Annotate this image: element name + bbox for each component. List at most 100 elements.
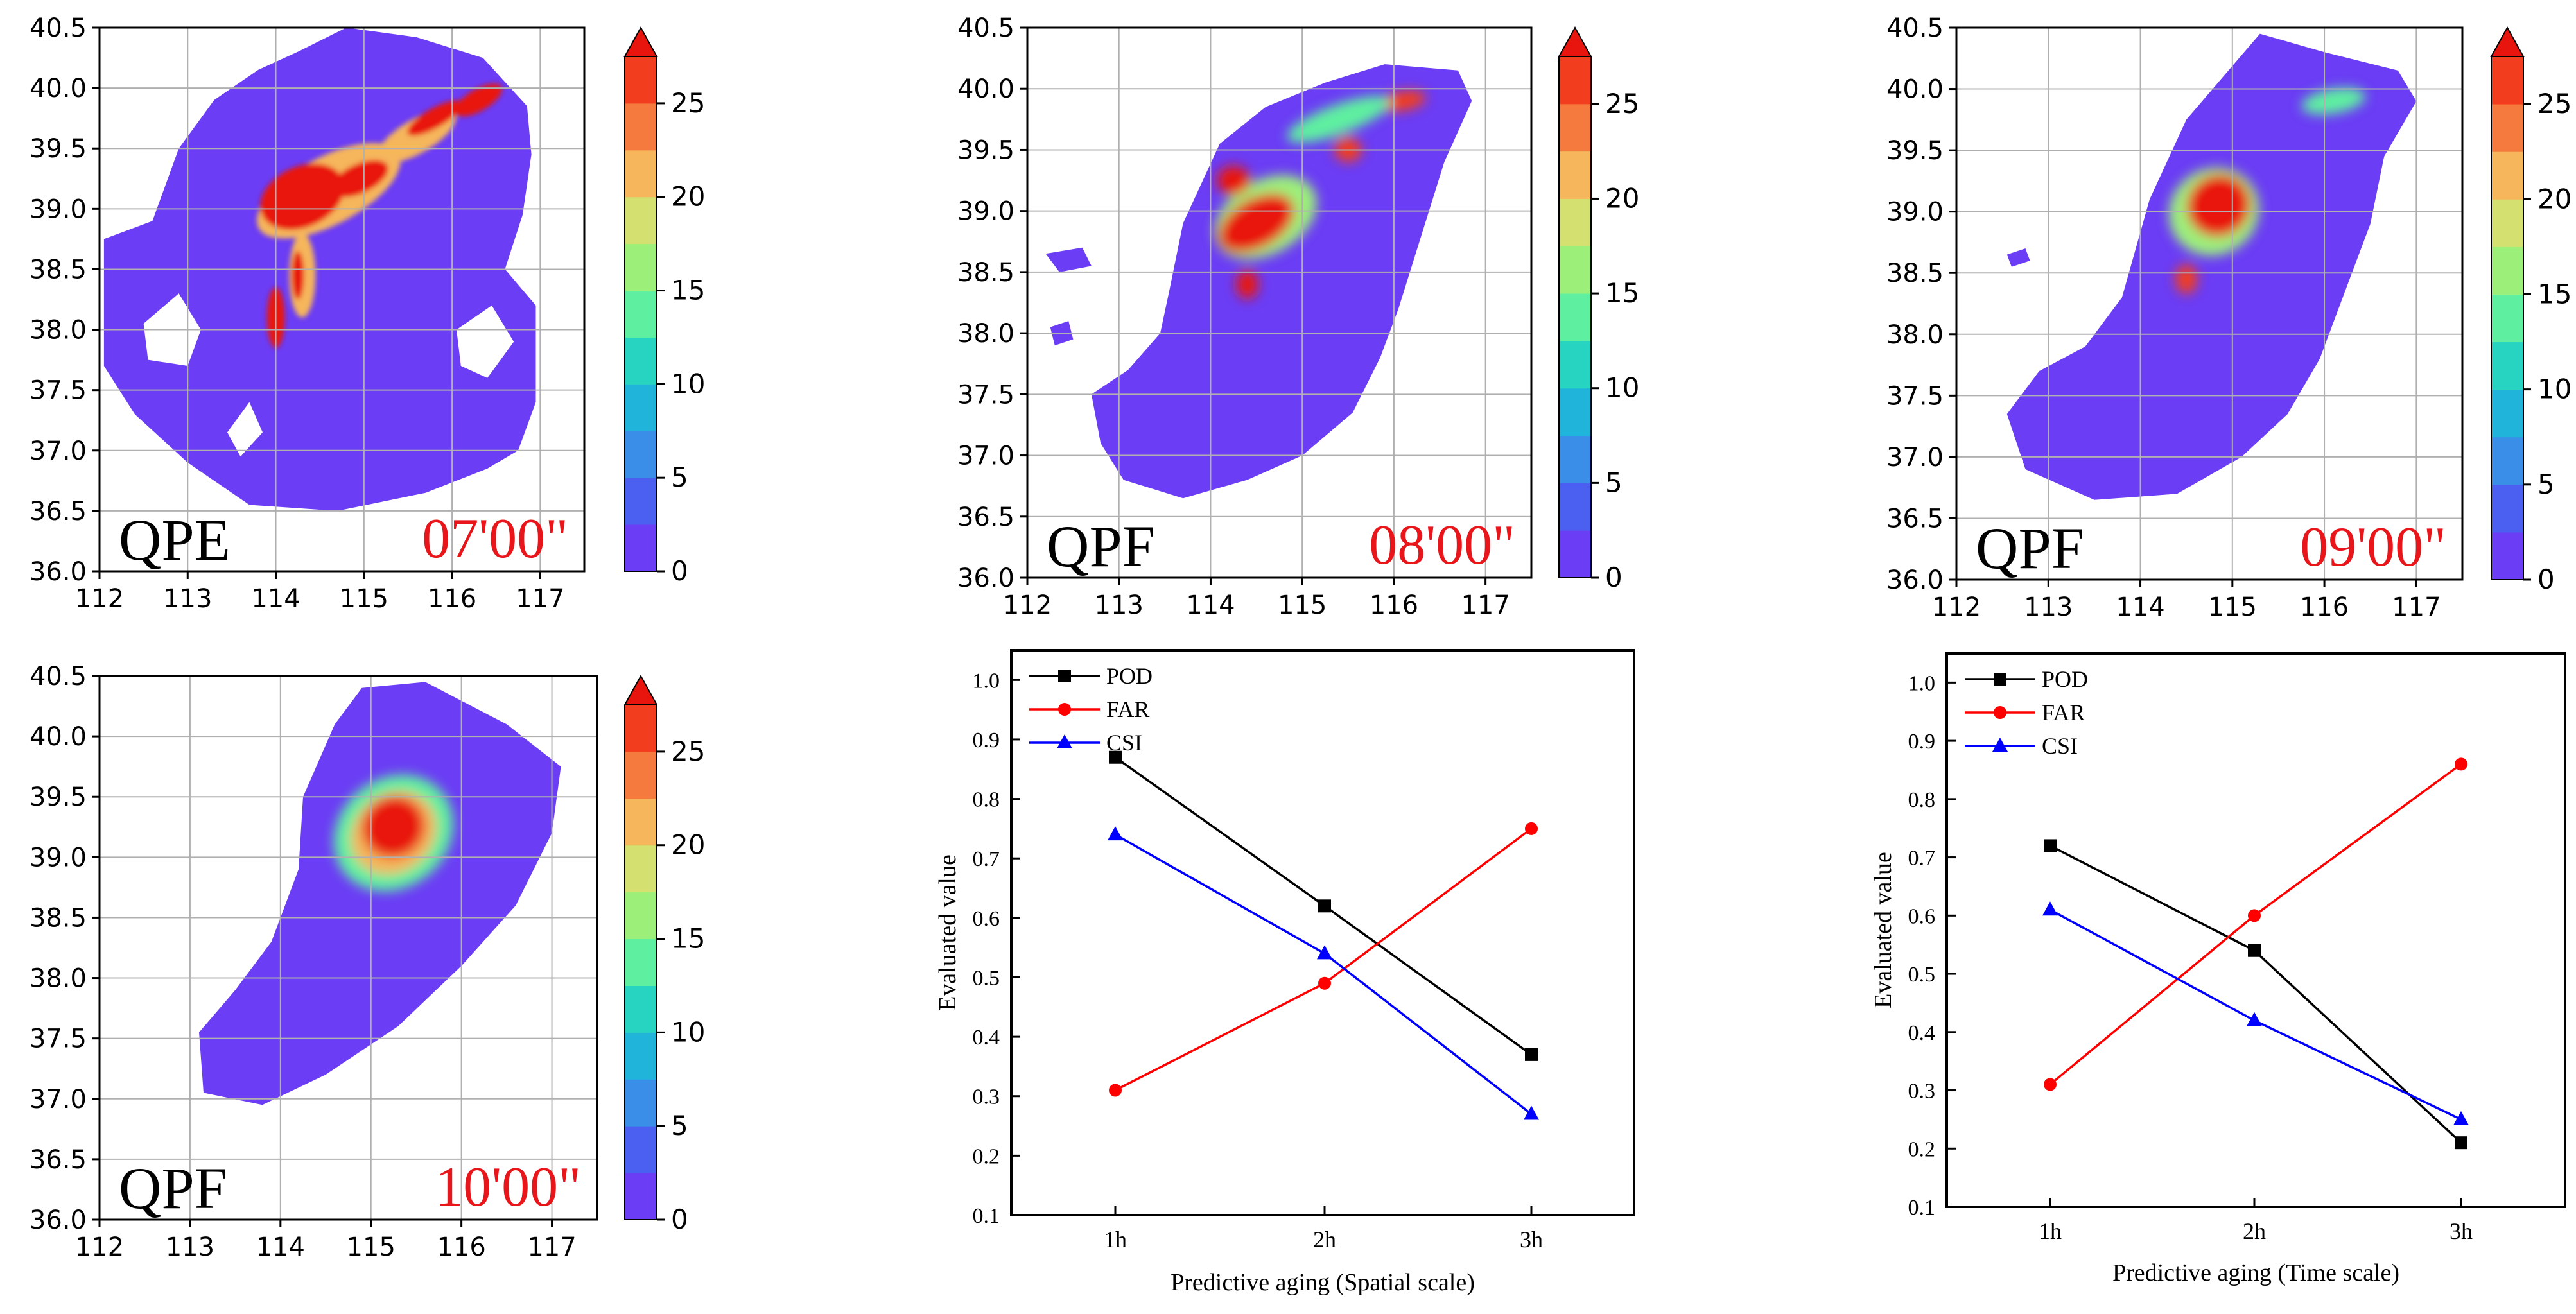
map-grid bbox=[1956, 28, 2462, 580]
colorbar-segment bbox=[625, 798, 657, 846]
x-tick-label: 116 bbox=[428, 584, 476, 614]
map-panel-3: 112 113 114 115 116 117 36.0 36.5 37.0 37.5 38.0 38… bbox=[1886, 13, 2464, 622]
legend-marker bbox=[1057, 734, 1072, 748]
echo-area bbox=[199, 682, 561, 1105]
y-tick-label: 1.0 bbox=[1908, 671, 1936, 695]
colorbar-tick-label: 10 bbox=[2537, 374, 2572, 405]
x-tick-label: 113 bbox=[1095, 591, 1144, 620]
series-csi bbox=[1108, 826, 1539, 1120]
y-tick-label: 0.1 bbox=[973, 1204, 1000, 1228]
rain-core bbox=[2301, 87, 2365, 115]
colorbar-frame bbox=[2491, 56, 2524, 580]
map-frame bbox=[98, 26, 586, 573]
colorbar-segment bbox=[625, 478, 657, 525]
x-tick-label: 117 bbox=[2392, 592, 2441, 622]
colorbar-segment bbox=[1559, 151, 1591, 199]
rain-core bbox=[1380, 91, 1426, 112]
colorbar-segment bbox=[1559, 435, 1591, 483]
chart-frame bbox=[1945, 652, 2566, 1208]
x-tick-label: 2h bbox=[2243, 1218, 2266, 1244]
colorbar-segment bbox=[625, 985, 657, 1033]
colorbar-segment bbox=[2491, 389, 2523, 438]
y-tick-label: 0.9 bbox=[1908, 730, 1936, 754]
rain-core bbox=[407, 100, 462, 136]
colorbar-tick-label: 15 bbox=[671, 275, 705, 306]
colorbar-segment bbox=[1559, 56, 1591, 105]
legend-label: POD bbox=[1106, 663, 1153, 689]
y-tick-label: 0.3 bbox=[1908, 1080, 1936, 1103]
x-tick-label: 116 bbox=[437, 1232, 485, 1262]
y-tick-label: 40.0 bbox=[30, 722, 87, 752]
data-point bbox=[1109, 1084, 1122, 1097]
y-tick-label: 0.2 bbox=[1908, 1137, 1936, 1161]
y-tick-label: 40.0 bbox=[1886, 75, 1944, 105]
data-point bbox=[2453, 1111, 2469, 1125]
colorbar-segment bbox=[1559, 293, 1591, 341]
chart-frame bbox=[1010, 649, 1635, 1216]
colorbar-segment bbox=[625, 1173, 657, 1220]
y-tick-label: 38.5 bbox=[1886, 259, 1944, 288]
colorbar-segment bbox=[625, 705, 657, 752]
colorbar-segment bbox=[2491, 199, 2523, 247]
rain-core bbox=[1236, 270, 1258, 299]
rain-core bbox=[1287, 96, 1391, 143]
y-tick-label: 39.0 bbox=[30, 843, 87, 872]
data-point bbox=[2455, 757, 2467, 771]
x-tick-label: 114 bbox=[1186, 591, 1235, 620]
data-point bbox=[1108, 826, 1123, 841]
precipitation-field bbox=[1045, 64, 1472, 499]
colorbar-segment bbox=[2491, 532, 2523, 580]
colorbar-segment bbox=[625, 938, 657, 986]
echo-cell bbox=[2006, 248, 2030, 267]
colorbar-segment bbox=[2491, 104, 2523, 152]
colorbar-segment bbox=[2491, 341, 2523, 390]
colorbar-segment bbox=[625, 384, 657, 431]
y-tick-label: 40.0 bbox=[957, 74, 1014, 104]
y-tick-label: 36.0 bbox=[30, 1206, 87, 1235]
data-point bbox=[2248, 944, 2261, 957]
series-far bbox=[2044, 757, 2467, 1091]
echo-area bbox=[1091, 64, 1472, 499]
colorbar-tick-label: 25 bbox=[671, 736, 705, 767]
y-tick-label: 39.5 bbox=[30, 782, 87, 812]
y-tick-label: 0.7 bbox=[973, 847, 1000, 871]
y-tick-label: 38.0 bbox=[30, 964, 87, 994]
colorbar-1: 0 5 10 15 20 25 bbox=[623, 26, 705, 587]
y-tick-label: 37.5 bbox=[30, 376, 87, 406]
x-tick-label: 117 bbox=[1461, 591, 1510, 620]
map-panel-1: 112 113 114 115 116 117 36.0 36.5 37.0 37.5 38.0 38… bbox=[30, 13, 586, 614]
x-tick-label: 117 bbox=[516, 584, 564, 614]
echo-cell bbox=[1045, 247, 1092, 272]
y-tick-label: 36.5 bbox=[30, 497, 87, 526]
legend-label: CSI bbox=[1106, 730, 1142, 756]
rain-core bbox=[331, 160, 388, 198]
x-tick-label: 112 bbox=[1003, 591, 1052, 620]
x-tick-label: 117 bbox=[527, 1232, 576, 1262]
x-tick-label: 114 bbox=[2116, 592, 2164, 622]
y-tick-label: 38.5 bbox=[30, 903, 87, 933]
data-point bbox=[1317, 945, 1332, 960]
map-grid bbox=[100, 28, 584, 571]
y-tick-label: 36.5 bbox=[957, 503, 1014, 532]
y-tick-label: 37.0 bbox=[30, 437, 87, 466]
colorbar-segment bbox=[625, 150, 657, 198]
y-tick-label: 0.6 bbox=[1908, 904, 1936, 928]
legend-label: FAR bbox=[1106, 696, 1149, 722]
y-tick-label: 39.0 bbox=[30, 195, 87, 224]
y-tick-label: 36.0 bbox=[30, 557, 87, 587]
colorbar-tick-label: 25 bbox=[2537, 88, 2572, 119]
x-tick-label: 112 bbox=[75, 584, 124, 614]
colorbar-tick-label: 15 bbox=[2537, 278, 2572, 309]
colorbar-segment bbox=[625, 892, 657, 940]
colorbar-frame bbox=[624, 705, 657, 1220]
y-tick-label: 39.5 bbox=[957, 135, 1014, 165]
colorbar-segment bbox=[625, 1126, 657, 1173]
colorbar-tick-label: 20 bbox=[671, 829, 705, 861]
colorbar-segment bbox=[625, 196, 657, 245]
colorbar-segment bbox=[2491, 151, 2523, 200]
colorbar-segment bbox=[1559, 340, 1591, 389]
y-tick-label: 38.5 bbox=[30, 255, 87, 284]
colorbar-tick-label: 10 bbox=[671, 368, 705, 399]
colorbar-segment bbox=[625, 1079, 657, 1127]
